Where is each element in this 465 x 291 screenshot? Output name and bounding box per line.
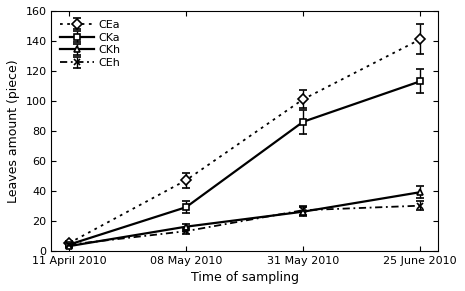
X-axis label: Time of sampling: Time of sampling [191,271,299,284]
Y-axis label: Leaves amount (piece): Leaves amount (piece) [7,59,20,203]
Legend: CEa, CKa, CKh, CEh: CEa, CKa, CKh, CEh [57,17,124,72]
